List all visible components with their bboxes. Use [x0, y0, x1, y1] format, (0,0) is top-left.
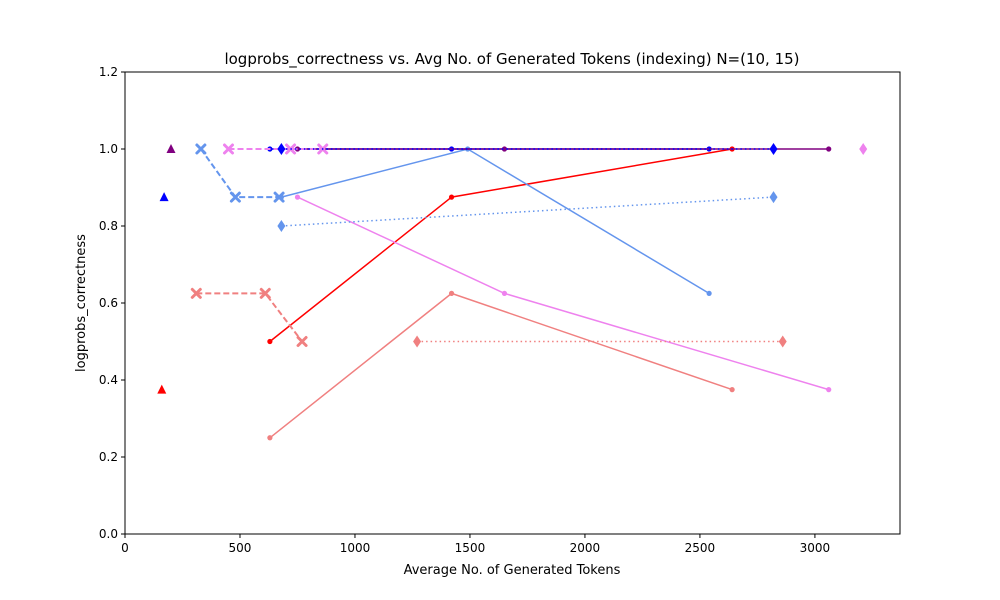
data-point: [501, 290, 508, 296]
data-point: [501, 146, 508, 152]
data-point: [277, 143, 286, 155]
data-point: [448, 290, 455, 296]
y-tick-label: 0.6: [99, 296, 118, 310]
data-point: [157, 384, 167, 394]
data-point: [778, 335, 787, 348]
series-1: [267, 290, 735, 441]
data-point: [769, 191, 778, 204]
series-3: [294, 194, 832, 393]
x-tick-label: 1500: [455, 541, 486, 555]
data-point: [826, 387, 832, 393]
data-point: [859, 143, 868, 155]
series-line: [281, 196, 774, 227]
series-11: [277, 143, 778, 155]
data-point: [448, 194, 455, 200]
series-6: [190, 287, 308, 347]
plot-area: [157, 143, 868, 441]
series-15: [166, 144, 176, 153]
y-tick-label: 0.2: [99, 450, 118, 464]
data-point: [267, 338, 273, 345]
data-point: [190, 287, 202, 299]
x-tick-label: 500: [229, 541, 252, 555]
data-point: [159, 192, 169, 202]
data-point: [195, 143, 207, 155]
data-point: [229, 191, 241, 203]
data-point: [769, 143, 778, 155]
x-axis-label: Average No. of Generated Tokens: [404, 563, 621, 578]
x-tick-label: 1000: [340, 541, 371, 555]
series-14: [159, 192, 169, 202]
data-point: [294, 194, 301, 200]
x-tick-label: 0: [121, 541, 129, 555]
y-tick-label: 0.8: [99, 219, 118, 233]
y-tick-label: 0.0: [99, 527, 118, 541]
series-10: [277, 191, 778, 232]
series-9: [413, 335, 787, 348]
data-point: [413, 335, 422, 348]
series-12: [859, 143, 868, 155]
data-point: [267, 435, 273, 441]
x-tick-label: 3000: [800, 541, 831, 555]
data-point: [706, 290, 712, 296]
series-7: [195, 143, 285, 203]
y-tick-label: 1.2: [99, 65, 118, 79]
x-tick-label: 2000: [570, 541, 601, 555]
series-5: [294, 146, 832, 152]
data-point: [222, 143, 234, 155]
data-point: [259, 287, 271, 299]
data-point: [296, 336, 308, 347]
y-axis-label: logprobs_correctness: [74, 234, 89, 372]
data-point: [273, 191, 285, 203]
data-point: [166, 144, 176, 153]
x-tick-label: 2500: [685, 541, 716, 555]
data-point: [826, 146, 832, 152]
chart-title: logprobs_correctness vs. Avg No. of Gene…: [224, 50, 799, 69]
y-tick-label: 1.0: [99, 142, 118, 156]
data-point: [729, 387, 735, 393]
data-point: [277, 220, 286, 232]
axes: 0 500 1000 1500 2000 2500 3000 0.0 0.2 0.4 0.6 0.8 1…: [99, 65, 901, 555]
series-13: [157, 384, 167, 394]
y-tick-label: 0.4: [99, 373, 118, 387]
